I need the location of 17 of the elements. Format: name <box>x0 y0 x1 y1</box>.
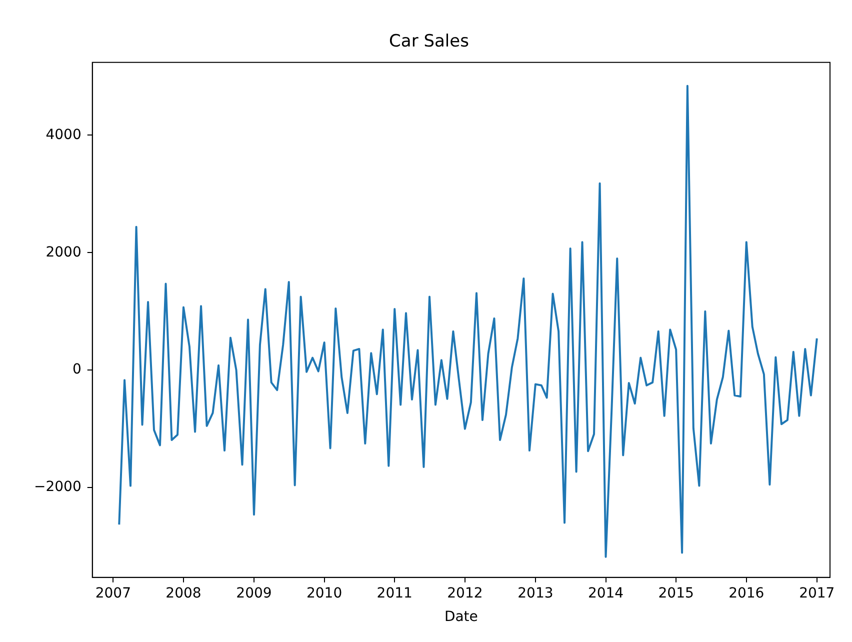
x-tick-label: 2009 <box>236 585 272 602</box>
x-tick-label: 2014 <box>588 585 624 602</box>
x-tick-label: 2007 <box>95 585 131 602</box>
x-tick-label: 2015 <box>658 585 694 602</box>
x-tick-label: 2016 <box>728 585 764 602</box>
x-tick-label: 2010 <box>306 585 342 602</box>
chart-title: Car Sales <box>389 32 470 52</box>
y-tick-label: 0 <box>72 362 82 378</box>
x-tick-label: 2017 <box>799 585 835 602</box>
x-tick-label: 2011 <box>376 585 412 602</box>
y-tick-label: 2000 <box>46 244 82 260</box>
x-tick-label: 2008 <box>166 585 202 602</box>
y-tick-label: −2000 <box>34 479 82 496</box>
y-tick-label: 4000 <box>46 126 82 143</box>
x-tick-label: 2012 <box>447 585 483 602</box>
x-axis-title: Date <box>444 609 478 626</box>
x-tick-label: 2013 <box>518 585 554 602</box>
